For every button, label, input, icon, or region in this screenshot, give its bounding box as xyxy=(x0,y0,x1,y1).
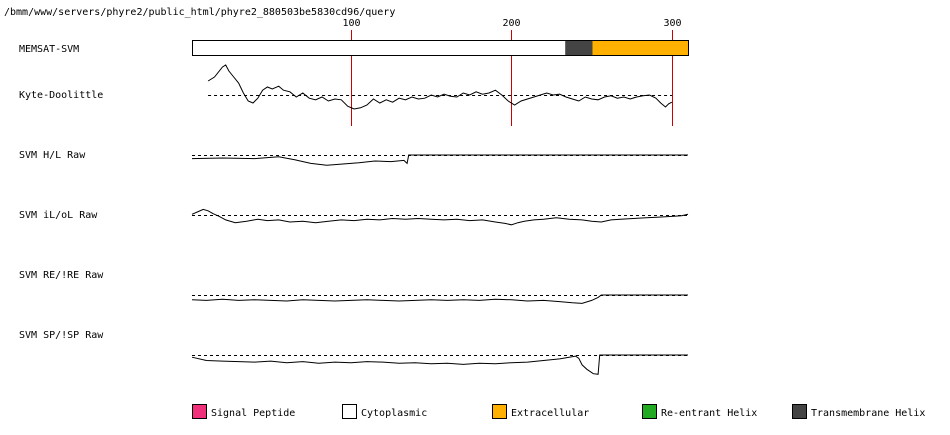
track-label: SVM iL/oL Raw xyxy=(19,210,98,221)
track-trace xyxy=(207,64,673,110)
legend: Signal Peptide Cytoplasmic Extracellular Re… xyxy=(192,404,925,419)
query-path-title: /bmm/www/servers/phyre2/public_html/phyr… xyxy=(4,7,395,18)
position-axis: 100 200 300 xyxy=(342,18,682,126)
track-trace xyxy=(191,354,688,375)
memsat-bar-outline xyxy=(192,40,689,56)
track-label-memsat: MEMSAT-SVM xyxy=(19,44,79,55)
raw-score-traces xyxy=(191,64,689,375)
track-labels: MEMSAT-SVM Kyte-Doolittle SVM H/L Raw SVM i… xyxy=(19,44,104,341)
legend-label: Re-entrant Helix xyxy=(661,408,757,419)
track-label: SVM RE/!RE Raw xyxy=(19,270,104,281)
legend-label: Extracellular xyxy=(511,408,589,419)
legend-swatch xyxy=(792,404,807,419)
track-label: SVM SP/!SP Raw xyxy=(19,330,104,341)
memsat-segment xyxy=(192,40,566,55)
legend-swatch xyxy=(192,404,207,419)
track-label: Kyte-Doolittle xyxy=(19,90,103,101)
memsat-segment xyxy=(565,40,593,55)
track-label: SVM H/L Raw xyxy=(19,150,86,161)
memsat-segment xyxy=(592,40,688,55)
track-trace xyxy=(191,294,688,304)
memsat-topology-bar xyxy=(192,40,689,56)
legend-label: Transmembrane Helix xyxy=(811,408,925,419)
position-tick-label: 200 xyxy=(502,18,520,29)
track-trace xyxy=(191,208,689,226)
legend-swatch xyxy=(492,404,507,419)
position-tick-label: 100 xyxy=(342,18,360,29)
legend-label: Signal Peptide xyxy=(211,408,295,419)
track-trace xyxy=(191,154,688,166)
legend-swatch xyxy=(642,404,657,419)
legend-swatch xyxy=(342,404,357,419)
position-tick-label: 300 xyxy=(663,18,681,29)
legend-label: Cytoplasmic xyxy=(361,408,427,419)
